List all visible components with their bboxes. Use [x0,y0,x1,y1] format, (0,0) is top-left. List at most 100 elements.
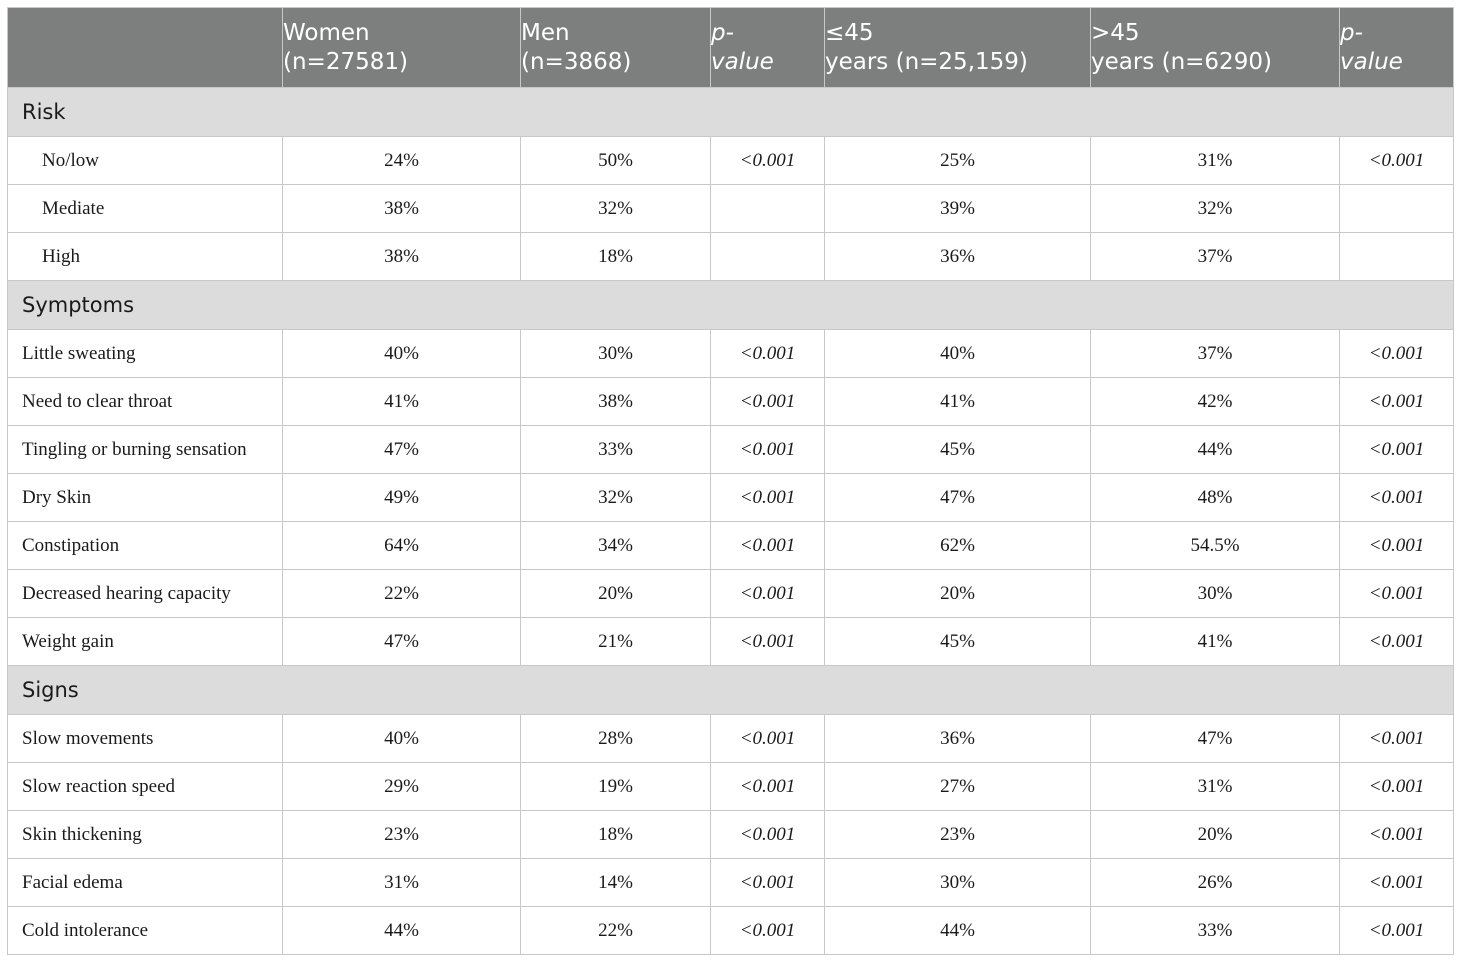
value-cell: 50% [520,136,711,185]
p-value-cell [1339,184,1454,233]
table-row: Cold intolerance 44% 22% <0.001 44% 33% <0.001 [7,906,1454,955]
header-men-line2: (n=3868) [521,48,632,75]
value-cell: 18% [520,810,711,859]
value-cell: 41% [282,377,521,426]
row-label: Tingling or burning sensation [7,425,283,474]
section-header-row: Signs [7,665,1454,715]
value-cell: 21% [520,617,711,666]
row-label: Need to clear throat [7,377,283,426]
value-cell: 22% [520,906,711,955]
value-cell: 29% [282,762,521,811]
section-title: Symptoms [7,280,1454,330]
value-cell: 32% [520,184,711,233]
table-row: No/low 24% 50% <0.001 25% 31% <0.001 [7,136,1454,185]
value-cell: 24% [282,136,521,185]
p-value-cell: <0.001 [710,521,825,570]
header-gt45-line2: years (n=6290) [1091,48,1272,75]
value-cell: 64% [282,521,521,570]
row-label: Cold intolerance [7,906,283,955]
row-label: Little sweating [7,329,283,378]
header-women-line2: (n=27581) [283,48,408,75]
value-cell: 44% [1090,425,1340,474]
value-cell: 47% [824,473,1091,522]
row-label: Decreased hearing capacity [7,569,283,618]
header-le45-line1: ≤45 [825,19,874,46]
header-le45-line2: years (n=25,159) [825,48,1028,75]
header-p-value-age: p-value [1339,7,1454,88]
p-value-cell: <0.001 [1339,521,1454,570]
table-body: Risk No/low 24% 50% <0.001 25% 31% <0.001 Mediat… [7,87,1454,955]
p-value-cell: <0.001 [710,617,825,666]
value-cell: 32% [1090,184,1340,233]
header-age-le45: ≤45 years (n=25,159) [824,7,1091,88]
value-cell: 23% [824,810,1091,859]
value-cell: 30% [824,858,1091,907]
value-cell: 36% [824,232,1091,281]
section-title: Signs [7,665,1454,715]
p-value-cell: <0.001 [710,906,825,955]
header-women-line1: Women [283,19,370,46]
p-value-cell: <0.001 [1339,136,1454,185]
p-value-cell: <0.001 [710,473,825,522]
row-label: Mediate [7,184,283,233]
value-cell: 40% [282,714,521,763]
p-value-cell: <0.001 [710,762,825,811]
p-value-cell: <0.001 [710,714,825,763]
section-header-row: Symptoms [7,280,1454,330]
header-p-value-sex: p-value [710,7,825,88]
table-row: Facial edema 31% 14% <0.001 30% 26% <0.001 [7,858,1454,907]
p-value-cell [710,232,825,281]
row-label: Dry Skin [7,473,283,522]
header-women: Women (n=27581) [282,7,521,88]
row-label: Facial edema [7,858,283,907]
value-cell: 31% [1090,762,1340,811]
header-age-gt45: >45 years (n=6290) [1090,7,1340,88]
value-cell: 47% [282,617,521,666]
p-value-cell [710,184,825,233]
table-row: High 38% 18% 36% 37% [7,232,1454,281]
value-cell: 28% [520,714,711,763]
value-cell: 25% [824,136,1091,185]
data-table: Women (n=27581) Men (n=3868) p-value ≤45 ye… [7,7,1454,955]
section-title: Risk [7,87,1454,137]
p-value-cell: <0.001 [1339,617,1454,666]
p-value-cell: <0.001 [710,858,825,907]
table-row: Little sweating 40% 30% <0.001 40% 37% <0.001 [7,329,1454,378]
value-cell: 54.5% [1090,521,1340,570]
table-row: Need to clear throat 41% 38% <0.001 41% 42% <0… [7,377,1454,426]
value-cell: 20% [1090,810,1340,859]
row-label: Skin thickening [7,810,283,859]
p-value-cell [1339,232,1454,281]
table-row: Slow reaction speed 29% 19% <0.001 27% 31% <0.… [7,762,1454,811]
value-cell: 22% [282,569,521,618]
header-p2-line1: p- [1340,19,1363,46]
p-value-cell: <0.001 [710,569,825,618]
value-cell: 33% [1090,906,1340,955]
value-cell: 38% [520,377,711,426]
table-row: Skin thickening 23% 18% <0.001 23% 20% <0.001 [7,810,1454,859]
table-row: Weight gain 47% 21% <0.001 45% 41% <0.001 [7,617,1454,666]
header-row: Women (n=27581) Men (n=3868) p-value ≤45 ye… [7,7,1454,88]
header-men: Men (n=3868) [520,7,711,88]
value-cell: 38% [282,184,521,233]
table-row: Mediate 38% 32% 39% 32% [7,184,1454,233]
header-men-line1: Men [521,19,570,46]
value-cell: 41% [824,377,1091,426]
header-p1-line2: value [711,48,774,75]
p-value-cell: <0.001 [1339,473,1454,522]
p-value-cell: <0.001 [1339,377,1454,426]
header-p1-line1: p- [711,19,734,46]
value-cell: 44% [824,906,1091,955]
value-cell: 37% [1090,329,1340,378]
p-value-cell: <0.001 [710,425,825,474]
p-value-cell: <0.001 [710,136,825,185]
row-label: Slow movements [7,714,283,763]
value-cell: 49% [282,473,521,522]
value-cell: 42% [1090,377,1340,426]
value-cell: 19% [520,762,711,811]
value-cell: 26% [1090,858,1340,907]
row-label: Constipation [7,521,283,570]
value-cell: 62% [824,521,1091,570]
p-value-cell: <0.001 [710,810,825,859]
value-cell: 30% [520,329,711,378]
